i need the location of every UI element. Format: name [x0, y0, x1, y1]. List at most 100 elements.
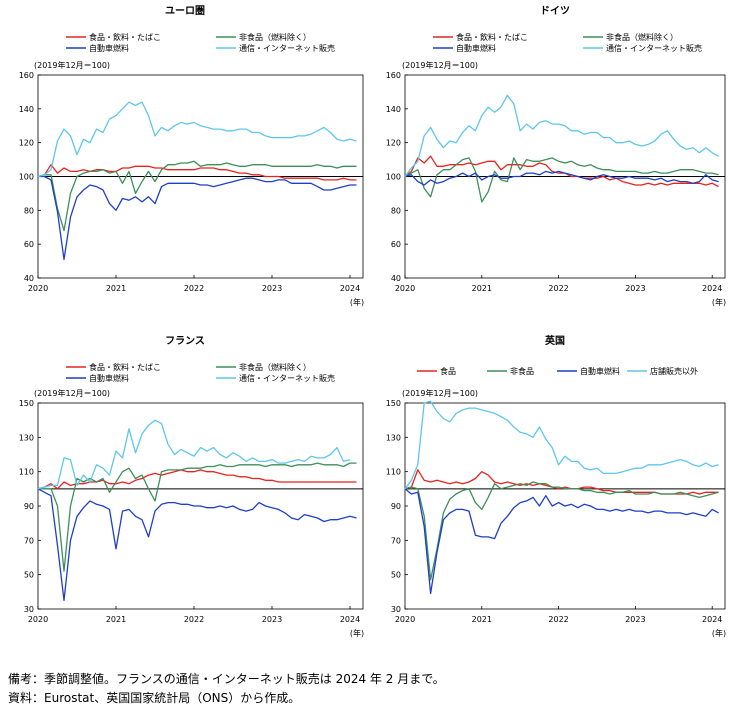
- y-tick-label: 100: [386, 173, 401, 182]
- legend: 食品・飲料・たばこ 非食品（燃料除く） 自動車燃料 通信・インターネット販売: [66, 362, 335, 383]
- series-line: [37, 469, 357, 490]
- series-line: [404, 400, 719, 490]
- x-tick-label: 2020: [28, 284, 48, 293]
- y-tick-label: 90: [24, 502, 34, 511]
- x-tick-label: 2023: [262, 284, 282, 293]
- y-tick-label: 120: [19, 139, 34, 148]
- x-tick-label: 2021: [472, 615, 492, 624]
- legend-label: 非食品（燃料除く）: [606, 32, 678, 42]
- y-tick-label: 50: [391, 571, 401, 580]
- legend: 食品・飲料・たばこ 非食品（燃料除く） 自動車燃料 通信・インターネット販売: [433, 32, 702, 53]
- x-tick-label: 2023: [625, 615, 645, 624]
- y-tick-label: 70: [24, 536, 34, 545]
- footnote-source: 資料：Eurostat、英国国家統計局（ONS）から作成。: [8, 691, 301, 705]
- unit-label: (2019年12月＝100): [34, 388, 110, 398]
- x-axis-unit: (年): [350, 628, 364, 638]
- x-axis-unit: (年): [350, 297, 364, 307]
- legend-label: 食品・飲料・たばこ: [89, 362, 161, 372]
- legend-label: 食品・飲料・たばこ: [456, 32, 528, 42]
- x-tick-label: 2021: [472, 284, 492, 293]
- legend-label: 自動車燃料: [580, 366, 620, 376]
- y-tick-label: 110: [386, 468, 401, 477]
- chart-title: ドイツ: [540, 5, 570, 17]
- x-tick-label: 2022: [184, 284, 204, 293]
- y-tick-label: 40: [391, 274, 401, 283]
- x-tick-label: 2022: [548, 284, 568, 293]
- legend-label: 非食品（燃料除く）: [239, 32, 311, 42]
- y-tick-label: 140: [19, 105, 34, 114]
- legend-label: 自動車燃料: [456, 43, 496, 53]
- series-line: [404, 469, 719, 495]
- legend: 食品 非食品 自動車燃料 店舗販売以外: [417, 366, 698, 376]
- y-tick-label: 160: [386, 71, 401, 80]
- x-tick-label: 2021: [106, 284, 126, 293]
- x-tick-label: 2024: [702, 615, 722, 624]
- y-tick-label: 90: [391, 502, 401, 511]
- y-tick-label: 140: [386, 105, 401, 114]
- y-tick-label: 30: [24, 605, 34, 614]
- series-line: [404, 155, 719, 188]
- series-line: [404, 157, 719, 203]
- y-tick-label: 30: [391, 605, 401, 614]
- x-tick-label: 2020: [28, 615, 48, 624]
- legend-label: 非食品（燃料除く）: [239, 362, 311, 372]
- y-tick-label: 130: [19, 433, 34, 442]
- y-tick-label: 50: [24, 571, 34, 580]
- y-tick-label: 80: [24, 206, 34, 215]
- chart-title: 英国: [544, 334, 565, 347]
- series-line: [37, 101, 357, 178]
- x-tick-label: 2023: [262, 615, 282, 624]
- legend: 食品・飲料・たばこ 非食品（燃料除く） 自動車燃料 通信・インターネット販売: [66, 32, 335, 53]
- series-line: [37, 488, 357, 602]
- y-tick-label: 60: [391, 240, 401, 249]
- unit-label: (2019年12月＝100): [402, 388, 478, 398]
- x-axis-unit: (年): [712, 297, 726, 307]
- y-tick-label: 110: [19, 468, 34, 477]
- chart-title: フランス: [165, 335, 205, 347]
- x-tick-label: 2024: [340, 284, 360, 293]
- unit-label: (2019年12月＝100): [402, 60, 478, 70]
- legend-label: 非食品: [510, 366, 534, 376]
- legend-label: 通信・インターネット販売: [239, 373, 335, 383]
- x-tick-label: 2022: [548, 615, 568, 624]
- legend-label: 食品: [440, 366, 456, 376]
- series-line: [37, 160, 357, 232]
- legend-label: 通信・インターネット販売: [606, 43, 702, 53]
- legend-label: 店舗販売以外: [650, 366, 698, 376]
- y-tick-label: 80: [391, 206, 401, 215]
- x-axis-unit: (年): [712, 628, 726, 638]
- unit-label: (2019年12月＝100): [34, 60, 110, 70]
- series-line: [404, 170, 719, 186]
- x-tick-label: 2020: [395, 615, 415, 624]
- footnote-remarks: 備考：季節調整値。フランスの通信・インターネット販売は 2024 年 2 月まで…: [8, 672, 445, 686]
- series-line: [404, 481, 719, 581]
- x-tick-label: 2024: [702, 284, 722, 293]
- y-tick-label: 150: [386, 399, 401, 408]
- legend-label: 自動車燃料: [89, 373, 129, 383]
- chart-title: ユーロ圏: [165, 5, 205, 17]
- series-line: [38, 175, 357, 261]
- y-tick-label: 60: [24, 240, 34, 249]
- x-tick-label: 2020: [395, 284, 415, 293]
- legend-label: 自動車燃料: [89, 43, 129, 53]
- x-tick-label: 2024: [340, 615, 360, 624]
- x-tick-label: 2022: [184, 615, 204, 624]
- y-tick-label: 150: [19, 399, 34, 408]
- y-tick-label: 100: [19, 173, 34, 182]
- y-tick-label: 40: [24, 274, 34, 283]
- legend-label: 食品・飲料・たばこ: [89, 32, 161, 42]
- series-line: [38, 462, 357, 572]
- y-tick-label: 160: [19, 71, 34, 80]
- series-line: [37, 419, 351, 490]
- series-line: [404, 488, 719, 595]
- x-tick-label: 2023: [625, 284, 645, 293]
- legend-label: 通信・インターネット販売: [239, 43, 335, 53]
- y-tick-label: 70: [391, 536, 401, 545]
- x-tick-label: 2021: [106, 615, 126, 624]
- y-tick-label: 130: [386, 433, 401, 442]
- y-tick-label: 120: [386, 139, 401, 148]
